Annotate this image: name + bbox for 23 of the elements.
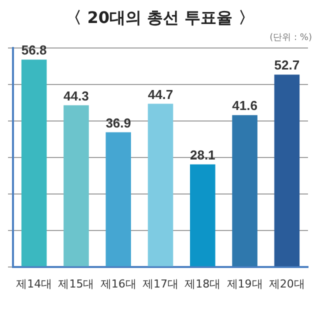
data-label: 44.3 [64,88,89,104]
bar [148,104,174,266]
data-label: 28.1 [190,147,216,162]
data-label: 52.7 [274,58,300,73]
bar [21,60,47,266]
x-tick-label: 제20대 [268,277,305,290]
bar [106,132,131,266]
text: (단위 : %) [268,32,312,44]
bar [274,74,300,266]
bar [190,164,216,266]
x-tick-label: 제15대 [58,277,94,290]
x-tick-label: 제14대 [16,277,52,290]
data-label: 36.9 [106,115,132,130]
data-label: 41.6 [232,98,258,114]
data-label: 56.8 [21,42,47,58]
data-label: 44.7 [148,86,174,102]
x-tick-label: 제18대 [184,277,221,290]
bar [64,105,89,266]
x-tick-label: 제17대 [142,277,178,290]
bar [232,115,258,266]
x-tick-label: 제19대 [226,277,263,290]
x-tick-label: 제16대 [100,277,136,290]
chart-title: 〈 20대의 총선 투표율 〉 [64,8,256,29]
